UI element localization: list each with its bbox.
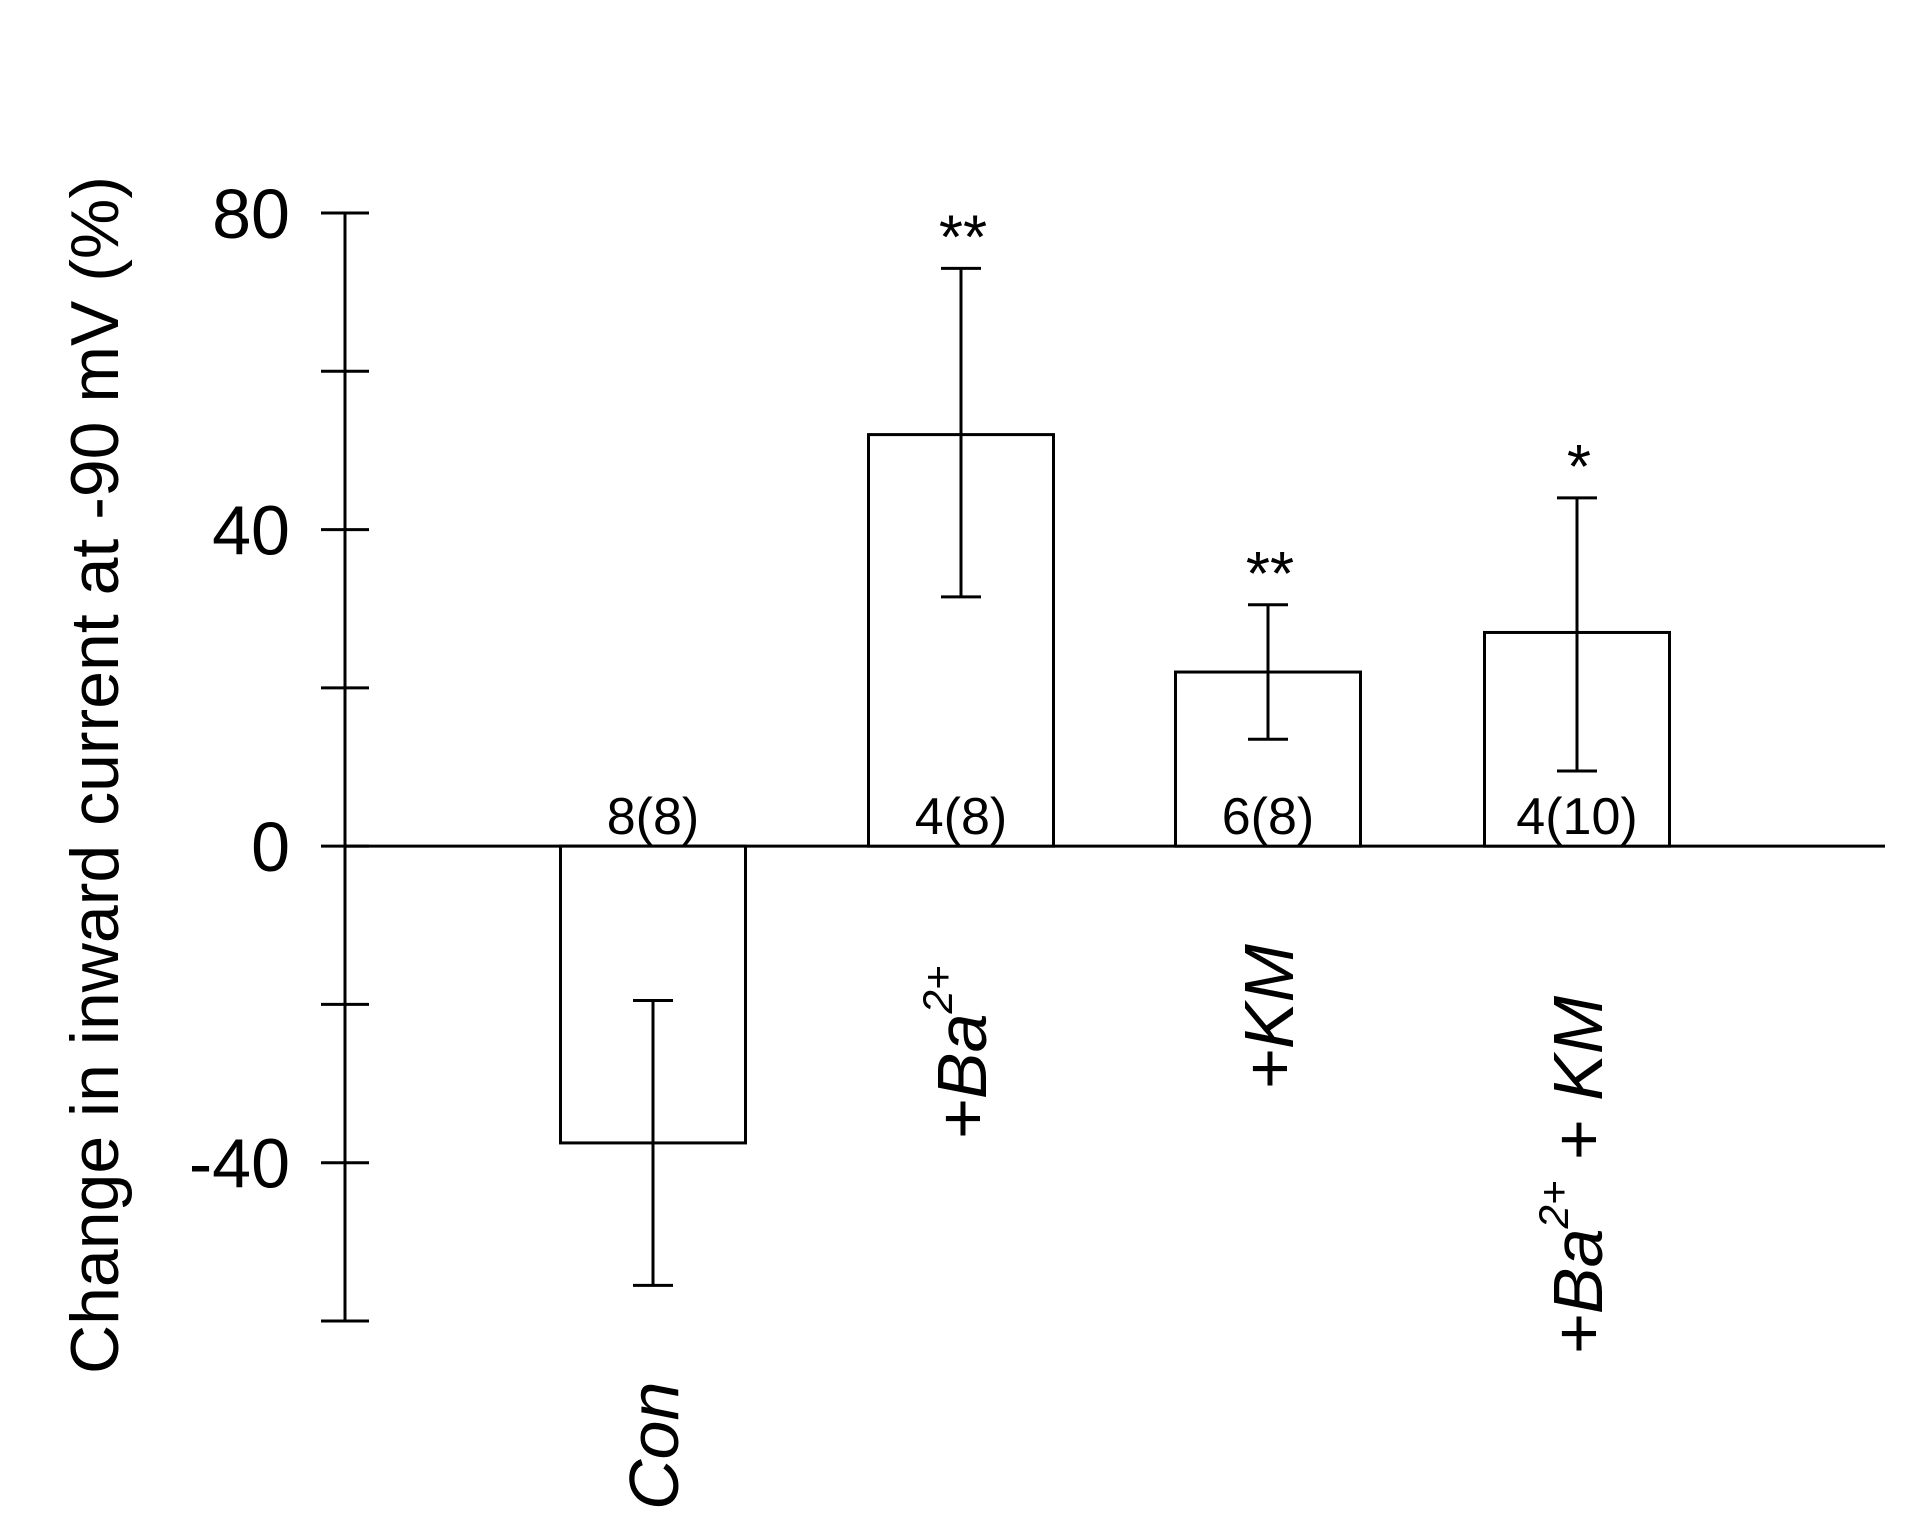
category-label: +Ba2+ + KM — [1530, 995, 1617, 1355]
y-tick-label: 80 — [212, 175, 290, 253]
bar — [1174, 670, 1362, 848]
significance-marker: ** — [939, 203, 987, 272]
category-labels: Con +Ba2+ +KM +Ba2+ + KM — [615, 943, 1617, 1510]
n-label: 4(10) — [1516, 788, 1637, 846]
category-label: +Ba2+ — [914, 966, 1001, 1140]
significance-marker: ** — [1246, 540, 1294, 609]
category-label: Con — [615, 1382, 693, 1510]
n-label: 4(8) — [915, 788, 1007, 846]
y-axis-label: Change in inward current at -90 mV (%) — [57, 176, 133, 1374]
n-label: 6(8) — [1222, 788, 1314, 846]
y-tick-label: 40 — [212, 492, 290, 570]
category-label: +KM — [1230, 943, 1308, 1090]
bars: 8(8) 4(8) ** 6(8) ** 4(10) * — [559, 203, 1671, 1287]
y-tick-label: -40 — [189, 1125, 290, 1203]
significance-marker: * — [1567, 433, 1591, 502]
n-label: 8(8) — [607, 788, 699, 846]
y-ticks: 80 40 0 -40 — [189, 175, 369, 1323]
y-tick-label: 0 — [251, 808, 290, 886]
